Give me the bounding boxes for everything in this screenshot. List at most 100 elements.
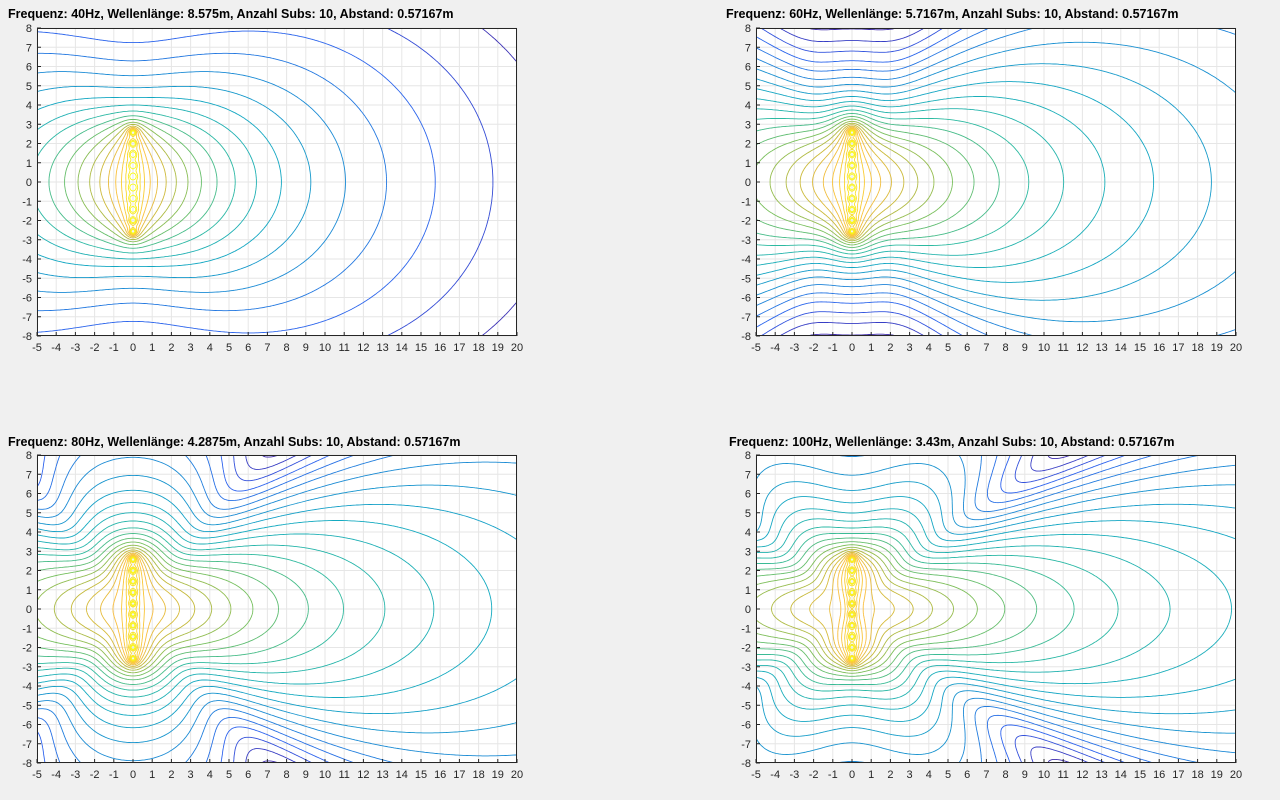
y-tick-label: -3 (22, 235, 32, 247)
x-tick-label: 1 (149, 769, 155, 781)
y-tick-label: -4 (22, 681, 32, 693)
x-tick-label: -3 (71, 342, 81, 354)
y-tick-label: -5 (741, 700, 751, 712)
y-tick-label: -3 (741, 235, 751, 247)
x-tick-label: 12 (1076, 342, 1088, 354)
x-tick-label: 13 (376, 769, 388, 781)
x-tick-label: 0 (849, 769, 855, 781)
contour-line (771, 548, 933, 670)
contour-line (756, 81, 1155, 283)
y-tick-label: -6 (741, 720, 751, 732)
contour-plot: -5 -4 -3 -2 -1 0 1 2 3 4 5 6 7 8 9 10 11 12 13 14 15 16 17 18 19… (741, 23, 1242, 354)
y-tick-label: 2 (26, 139, 32, 151)
x-tick-label: -4 (770, 342, 780, 354)
x-tick-label: 17 (453, 769, 465, 781)
contour-line (756, 96, 1106, 268)
y-tick-label: -2 (741, 216, 751, 228)
x-tick-label: 14 (1115, 769, 1127, 781)
y-tick-label: 6 (26, 62, 32, 74)
y-tick-label: 0 (26, 604, 32, 616)
x-tick-label: 6 (964, 769, 970, 781)
contour-line (115, 127, 151, 237)
contour-line (89, 123, 177, 241)
y-tick-label: 5 (745, 508, 751, 520)
contour-line (125, 555, 141, 663)
x-tick-label: 2 (887, 769, 893, 781)
chart-panel-40hz: Frequenz: 40Hz, Wellenlänge: 8.575m, Anz… (0, 0, 640, 400)
x-tick-label: -5 (32, 342, 42, 354)
contour-line (756, 546, 954, 672)
contour-line (822, 126, 882, 238)
x-tick-label: 11 (338, 342, 349, 354)
y-tick-label: -2 (741, 643, 751, 655)
x-tick-label: 13 (1095, 769, 1107, 781)
y-tick-label: -4 (741, 254, 751, 266)
x-tick-label: 6 (245, 769, 251, 781)
y-tick-label: 4 (26, 100, 32, 112)
contour-line (837, 554, 867, 664)
contour-line (846, 556, 858, 662)
y-tick-label: 5 (745, 81, 751, 93)
x-tick-label: 0 (130, 342, 136, 354)
contour-line (53, 547, 213, 671)
y-tick-label: 5 (26, 81, 32, 93)
chart-title: Frequenz: 100Hz, Wellenlänge: 3.43m, Anz… (729, 435, 1175, 449)
x-tick-label: -5 (751, 342, 761, 354)
y-tick-label: 0 (745, 604, 751, 616)
x-tick-label: 15 (1134, 769, 1146, 781)
y-tick-label: 4 (745, 527, 751, 539)
x-tick-label: 7 (264, 769, 270, 781)
x-tick-label: 17 (453, 342, 465, 354)
contour-line (130, 557, 136, 661)
contour-line (37, 512, 435, 706)
y-tick-label: 2 (26, 566, 32, 578)
y-tick-label: 7 (745, 42, 751, 54)
contour-line (99, 125, 167, 239)
contour-line (37, 520, 386, 698)
x-tick-label: 16 (1153, 769, 1165, 781)
x-tick-label: 10 (319, 769, 331, 781)
y-tick-label: 3 (26, 119, 32, 131)
contour-line (756, 526, 1119, 692)
contour-line (756, 63, 1212, 301)
contour-line (848, 556, 856, 662)
x-tick-label: 13 (376, 342, 388, 354)
y-tick-label: 3 (745, 119, 751, 131)
x-tick-label: 9 (303, 769, 309, 781)
contour-line (129, 130, 137, 234)
contour-line (125, 129, 141, 235)
contour-line (37, 502, 493, 716)
y-tick-label: -5 (22, 273, 32, 285)
contour-line (121, 554, 145, 664)
y-tick-label: 8 (745, 450, 751, 462)
x-tick-label: 3 (188, 342, 194, 354)
y-tick-label: 3 (26, 546, 32, 558)
contour-line (77, 121, 189, 243)
x-tick-label: 16 (434, 769, 446, 781)
y-tick-label: -1 (741, 623, 751, 635)
x-tick-label: 5 (226, 769, 232, 781)
x-tick-label: 5 (945, 342, 951, 354)
x-tick-label: 20 (1230, 342, 1242, 354)
y-tick-label: -5 (741, 273, 751, 285)
contour-line (848, 129, 856, 235)
y-tick-label: -6 (22, 293, 32, 305)
contour-line (37, 489, 517, 729)
contour-line (756, 28, 964, 336)
y-tick-label: -2 (22, 643, 32, 655)
contour-line (37, 455, 396, 763)
x-tick-label: 1 (868, 342, 874, 354)
y-tick-label: -8 (741, 331, 751, 343)
y-tick-label: -3 (22, 662, 32, 674)
x-tick-label: -2 (90, 342, 100, 354)
contour-line (37, 104, 257, 260)
y-tick-label: 7 (745, 469, 751, 481)
x-tick-label: 20 (511, 769, 523, 781)
y-tick-label: -6 (741, 293, 751, 305)
contour-line (846, 129, 858, 235)
y-tick-label: -8 (741, 758, 751, 770)
x-tick-label: 17 (1172, 342, 1184, 354)
x-tick-label: 3 (188, 769, 194, 781)
contour-line (841, 554, 863, 664)
contour-line (127, 129, 139, 235)
